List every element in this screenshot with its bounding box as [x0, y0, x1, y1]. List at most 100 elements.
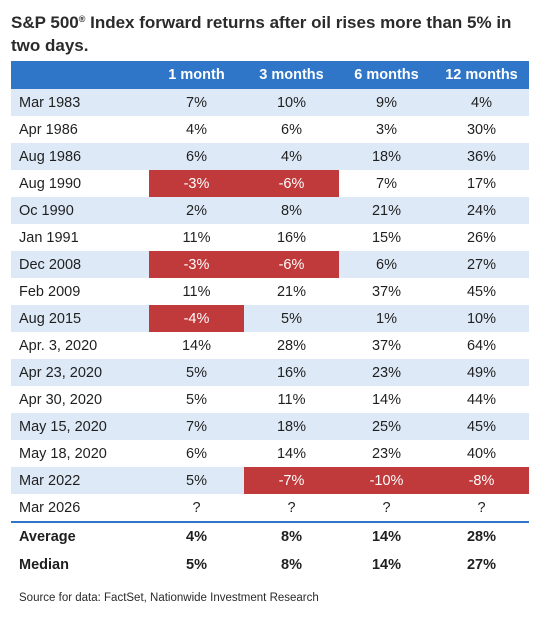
registered-mark: ®: [78, 14, 86, 24]
table-body: Mar 1983 7% 10% 9% 4% Apr 1986 4% 6% 3% 30% Aug 19…: [11, 89, 529, 522]
table-cell: 11%: [149, 224, 244, 251]
row-label: Apr 1986: [11, 116, 149, 143]
table-cell: 16%: [244, 359, 339, 386]
table-cell: 64%: [434, 332, 529, 359]
table-cell: 23%: [339, 440, 434, 467]
table-cell: 27%: [434, 251, 529, 278]
table-cell: 10%: [244, 89, 339, 116]
row-label: Aug 2015: [11, 305, 149, 332]
column-header-12-months: 12 months: [434, 61, 529, 89]
summary-cell: 8%: [244, 521, 339, 551]
row-label: May 15, 2020: [11, 413, 149, 440]
table-cell: 45%: [434, 278, 529, 305]
row-label: Dec 2008: [11, 251, 149, 278]
table-cell: 45%: [434, 413, 529, 440]
row-label: Feb 2009: [11, 278, 149, 305]
summary-label: Median: [11, 551, 149, 579]
table-cell: -4%: [149, 305, 244, 332]
table-cell: 6%: [149, 440, 244, 467]
table-cell: -3%: [149, 170, 244, 197]
table-cell: 17%: [434, 170, 529, 197]
summary-cell: 28%: [434, 521, 529, 551]
summary-cell: 5%: [149, 551, 244, 579]
table-cell: 24%: [434, 197, 529, 224]
column-header-6-months: 6 months: [339, 61, 434, 89]
table-cell: -6%: [244, 170, 339, 197]
row-label: Mar 2026: [11, 494, 149, 522]
column-header-3-months: 3 months: [244, 61, 339, 89]
table-cell: 36%: [434, 143, 529, 170]
table-row: Mar 2022 5% -7% -10% -8%: [11, 467, 529, 494]
table-cell: 6%: [339, 251, 434, 278]
column-header-1-month: 1 month: [149, 61, 244, 89]
table-cell: -8%: [434, 467, 529, 494]
table-cell: 25%: [339, 413, 434, 440]
table-cell: 30%: [434, 116, 529, 143]
table-cell: 14%: [244, 440, 339, 467]
row-label: Apr 30, 2020: [11, 386, 149, 413]
table-cell: -3%: [149, 251, 244, 278]
row-label: Mar 2022: [11, 467, 149, 494]
table-summary: Average 4% 8% 14% 28% Median 5% 8% 14% 27%: [11, 521, 529, 579]
title-main: S&P 500: [11, 13, 79, 32]
summary-row: Median 5% 8% 14% 27%: [11, 551, 529, 579]
row-label: Oc 1990: [11, 197, 149, 224]
table-row: Aug 2015 -4% 5% 1% 10%: [11, 305, 529, 332]
row-label: Jan 1991: [11, 224, 149, 251]
summary-label: Average: [11, 521, 149, 551]
table-cell: 49%: [434, 359, 529, 386]
table-cell: 8%: [244, 197, 339, 224]
table-cell: 37%: [339, 278, 434, 305]
table-cell: 11%: [244, 386, 339, 413]
table-cell: 4%: [434, 89, 529, 116]
table-cell: 23%: [339, 359, 434, 386]
table-cell: 40%: [434, 440, 529, 467]
table-cell: 5%: [149, 359, 244, 386]
row-label: May 18, 2020: [11, 440, 149, 467]
summary-cell: 8%: [244, 551, 339, 579]
table-cell: 44%: [434, 386, 529, 413]
table-cell: 11%: [149, 278, 244, 305]
table-cell: ?: [339, 494, 434, 522]
table-cell: 7%: [339, 170, 434, 197]
table-cell: 10%: [434, 305, 529, 332]
table-row: Feb 2009 11% 21% 37% 45%: [11, 278, 529, 305]
table-cell: 14%: [149, 332, 244, 359]
table-cell: 5%: [149, 467, 244, 494]
table-cell: 16%: [244, 224, 339, 251]
table-cell: 14%: [339, 386, 434, 413]
table-cell: 15%: [339, 224, 434, 251]
table-row: Jan 1991 11% 16% 15% 26%: [11, 224, 529, 251]
source-note: Source for data: FactSet, Nationwide Inv…: [19, 592, 319, 604]
table-row: Apr 30, 2020 5% 11% 14% 44%: [11, 386, 529, 413]
row-label: Apr. 3, 2020: [11, 332, 149, 359]
table-row: May 15, 2020 7% 18% 25% 45%: [11, 413, 529, 440]
table-cell: 6%: [244, 116, 339, 143]
table-cell: ?: [149, 494, 244, 522]
table-cell: 2%: [149, 197, 244, 224]
summary-cell: 27%: [434, 551, 529, 579]
table-cell: -6%: [244, 251, 339, 278]
table-row: Mar 1983 7% 10% 9% 4%: [11, 89, 529, 116]
table-row: Apr 1986 4% 6% 3% 30%: [11, 116, 529, 143]
returns-table: 1 month 3 months 6 months 12 months Mar …: [11, 61, 529, 579]
table-row: Aug 1990 -3% -6% 7% 17%: [11, 170, 529, 197]
table-row: Dec 2008 -3% -6% 6% 27%: [11, 251, 529, 278]
column-header-label: [11, 61, 149, 89]
summary-cell: 14%: [339, 521, 434, 551]
table-cell: 4%: [149, 116, 244, 143]
table-row: Apr 23, 2020 5% 16% 23% 49%: [11, 359, 529, 386]
table-cell: ?: [434, 494, 529, 522]
table-cell: ?: [244, 494, 339, 522]
table-cell: 7%: [149, 413, 244, 440]
table-cell: 37%: [339, 332, 434, 359]
table-row: Mar 2026????: [11, 494, 529, 522]
table-row: Aug 1986 6% 4% 18% 36%: [11, 143, 529, 170]
title-rest: Index forward returns after oil rises mo…: [11, 13, 512, 55]
summary-cell: 14%: [339, 551, 434, 579]
table-cell: 21%: [339, 197, 434, 224]
table-cell: 18%: [244, 413, 339, 440]
table-cell: 9%: [339, 89, 434, 116]
table-row: May 18, 2020 6% 14% 23% 40%: [11, 440, 529, 467]
summary-cell: 4%: [149, 521, 244, 551]
